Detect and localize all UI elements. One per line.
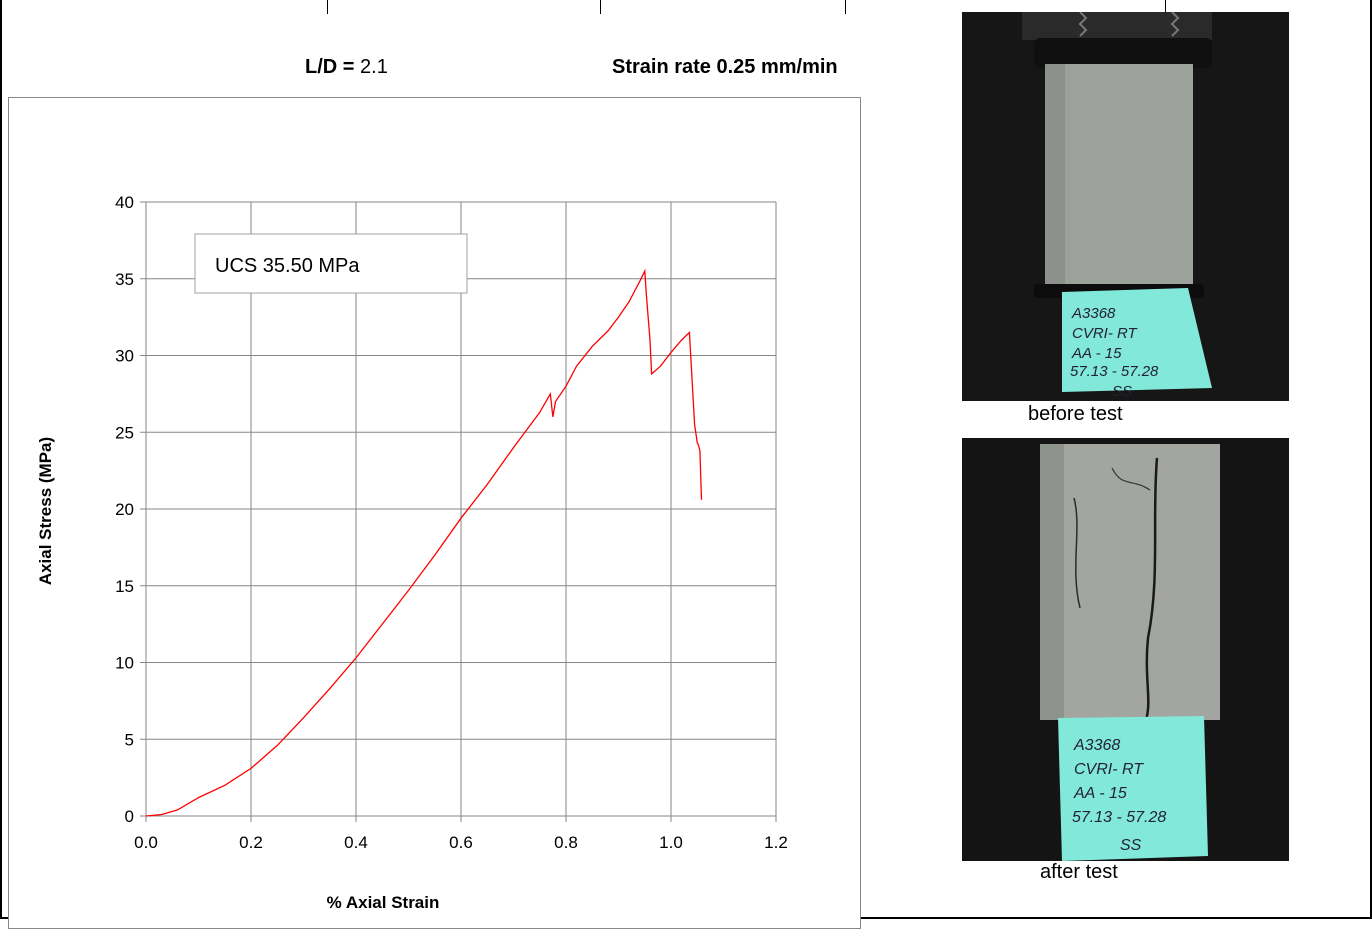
y-tick-label: 5 <box>125 730 134 749</box>
after-test-caption: after test <box>1040 861 1118 883</box>
sample-label-line3: AA - 15 <box>1071 345 1122 362</box>
x-tick-label: 1.2 <box>764 833 788 852</box>
x-tick-label: 0.2 <box>239 833 263 852</box>
sample-label-line3: AA - 15 <box>1073 785 1127 802</box>
annotation-box <box>194 233 468 294</box>
y-tick-label: 25 <box>115 423 134 442</box>
after-test-image: A3368 CVRI- RT AA - 15 57.13 - 57.28 SS <box>962 438 1289 861</box>
before-test-caption: before test <box>1028 403 1123 425</box>
x-tick-label: 0.8 <box>554 833 578 852</box>
sample-label-line1: A3368 <box>1073 737 1120 754</box>
sample-label-line2: CVRI- RT <box>1074 761 1144 778</box>
after-test-photo: A3368 CVRI- RT AA - 15 57.13 - 57.28 SS <box>962 438 1289 861</box>
chart-container: 0 5 10 15 20 25 30 35 40 0.0 0.2 0.4 0.6 0.8 1.0 1.2 UC… <box>8 97 861 929</box>
ld-ratio: L/D = 2.1 <box>305 56 388 79</box>
y-tick-label: 40 <box>115 193 134 212</box>
stress-strain-chart: 0 5 10 15 20 25 30 35 40 0.0 0.2 0.4 0.6 0.8 1.0 1.2 UC… <box>36 193 788 912</box>
series-line <box>145 268 703 817</box>
table-divider <box>1165 0 1166 14</box>
y-tick-label: 15 <box>115 577 134 596</box>
x-tick-label: 1.0 <box>659 833 683 852</box>
y-tick-label: 35 <box>115 270 134 289</box>
x-tick-label: 0.6 <box>449 833 473 852</box>
sample-label-line1: A3368 <box>1071 305 1116 322</box>
sample-label-line5: SS <box>1112 383 1132 400</box>
sample-label-line4: 57.13 - 57.28 <box>1070 363 1159 380</box>
sample-label-line4: 57.13 - 57.28 <box>1072 809 1166 826</box>
strain-rate: Strain rate 0.25 mm/min <box>612 56 838 78</box>
ld-value: 2.1 <box>360 56 388 78</box>
sample-label-line2: CVRI- RT <box>1072 325 1139 342</box>
y-tick-label: 20 <box>115 500 134 519</box>
ld-label: L/D = <box>305 56 355 78</box>
y-tick-label: 10 <box>115 654 134 673</box>
y-axis-label: Axial Stress (MPa) <box>36 437 55 585</box>
table-divider <box>600 0 601 14</box>
before-test-photo: A3368 CVRI- RT AA - 15 57.13 - 57.28 SS <box>962 12 1289 401</box>
before-test-image: A3368 CVRI- RT AA - 15 57.13 - 57.28 SS <box>962 12 1289 401</box>
y-tick-label: 0 <box>125 807 134 826</box>
table-divider <box>327 0 328 14</box>
x-axis-label: % Axial Strain <box>327 893 440 912</box>
ucs-annotation: UCS 35.50 MPa <box>215 255 360 277</box>
table-divider <box>845 0 846 14</box>
x-tick-label: 0.4 <box>344 833 368 852</box>
y-tick-label: 30 <box>115 347 134 366</box>
x-tick-label: 0.0 <box>134 833 158 852</box>
sample-label-line5: SS <box>1120 837 1142 854</box>
